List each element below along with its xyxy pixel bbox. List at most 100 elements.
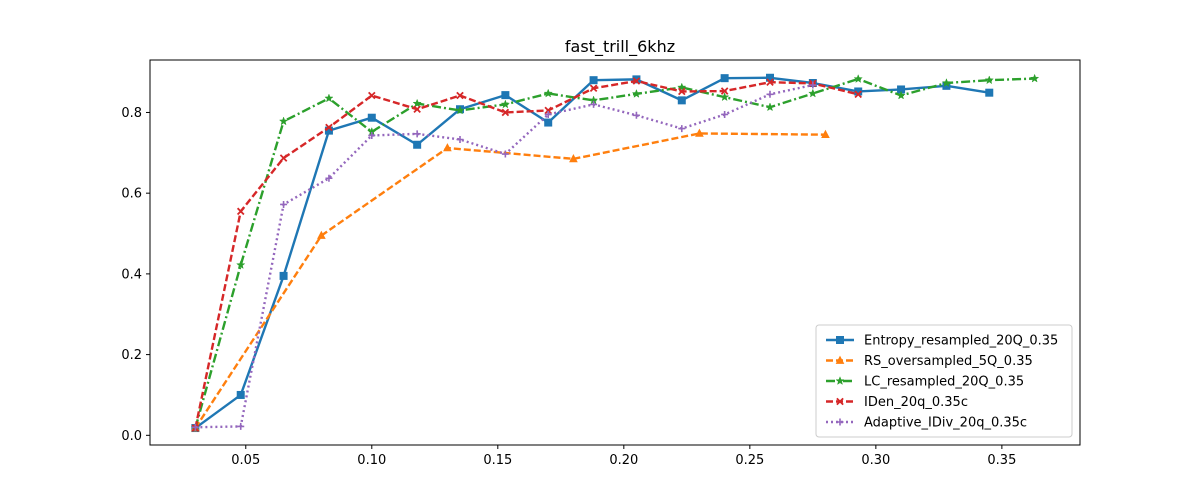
series-line [194,132,826,429]
data-point [191,423,199,431]
data-point [501,150,509,158]
data-point [678,125,686,133]
data-point [721,110,729,118]
data-point [325,174,333,182]
data-point [631,88,642,98]
data-point [236,207,245,216]
data-point [368,131,376,139]
x-tick-label: 0.10 [357,453,386,468]
data-point [543,88,553,98]
legend-item[interactable]: RS_oversampled_5Q_0.35 [826,354,1033,369]
data-point [367,113,376,122]
data-point [237,422,245,430]
data-point [719,92,730,102]
x-tick-label: 0.05 [231,453,260,468]
data-point [678,87,686,96]
data-point [854,90,862,99]
legend-label: LC_resampled_20Q_0.35 [864,375,1024,390]
x-tick-label: 0.35 [987,453,1016,468]
data-point [413,105,421,114]
data-point [278,116,289,126]
data-point [766,78,774,86]
y-tick-label: 0.2 [121,348,142,363]
data-point [589,76,598,85]
data-point [720,74,729,83]
data-point [984,75,994,85]
legend-item[interactable]: LC_resampled_20Q_0.35 [826,375,1024,390]
data-point [544,110,552,118]
data-point [325,123,333,132]
data-point [368,91,376,100]
series-line [194,77,1035,429]
data-point [413,140,422,149]
data-point [443,143,452,152]
data-point [412,98,422,108]
data-point [500,99,511,109]
legend[interactable]: Entropy_resampled_20Q_0.35 RS_oversampled… [815,324,1073,438]
legend-marker [835,376,845,385]
data-point [808,88,818,98]
chart-title: fast_trill_6khz [565,37,675,57]
data-point [589,84,598,93]
data-point [279,154,288,162]
data-point [590,100,598,108]
data-point [809,81,817,89]
legend-box [815,324,1073,438]
legend-label: Entropy_resampled_20Q_0.35 [864,334,1058,349]
data-point [236,390,245,399]
legend-label: Adaptive_IDiv_20q_0.35c [864,416,1027,431]
series-1 [191,73,994,433]
data-point [632,75,641,84]
data-point [317,230,326,239]
legend-marker [835,355,845,364]
y-tick-label: 0.6 [121,187,142,202]
y-tick-label: 0.0 [121,429,142,444]
data-point [455,105,465,115]
data-point [853,74,863,83]
data-point [766,90,774,98]
legend-marker [836,336,844,344]
y-tick-label: 0.8 [121,106,142,121]
data-point [456,91,464,100]
legend-label: RS_oversampled_5Q_0.35 [864,354,1033,369]
data-point [821,129,830,138]
plot-area [149,59,1081,446]
data-point [279,271,288,280]
legend-item[interactable]: IDen_20q_0.35c [826,395,968,410]
x-tick-label: 0.25 [735,453,764,468]
x-tick-label: 0.15 [483,453,512,468]
x-tick-label: 0.30 [861,453,890,468]
series-group [190,73,1040,433]
legend-item[interactable]: Adaptive_IDiv_20q_0.35c [826,416,1027,431]
legend-marker [836,418,844,426]
data-point [632,111,640,119]
data-point [677,96,686,105]
series-5 [191,81,817,431]
data-point [677,82,687,92]
data-point [544,118,553,127]
series-line [194,79,859,429]
data-point [236,260,246,269]
y-axis: 0.0 0.2 0.4 0.6 0.8 [121,106,150,444]
data-point [1029,73,1040,83]
data-point [324,93,334,103]
data-point [695,128,704,137]
data-point [896,90,906,100]
axes-frame [149,59,1081,446]
y-tick-label: 0.4 [121,267,142,282]
data-point [765,102,775,112]
legend-marker [836,397,844,406]
data-point [456,136,464,144]
legend-label: IDen_20q_0.35c [864,395,968,410]
data-point [544,106,552,115]
data-point [280,200,288,208]
data-point [501,91,510,100]
data-point [569,154,578,163]
data-point [985,88,994,97]
legend-item[interactable]: Entropy_resampled_20Q_0.35 [826,334,1058,349]
data-point [501,108,510,117]
data-point [632,77,641,85]
x-axis: 0.05 0.10 0.15 0.20 0.25 0.30 0.35 [231,445,1016,468]
